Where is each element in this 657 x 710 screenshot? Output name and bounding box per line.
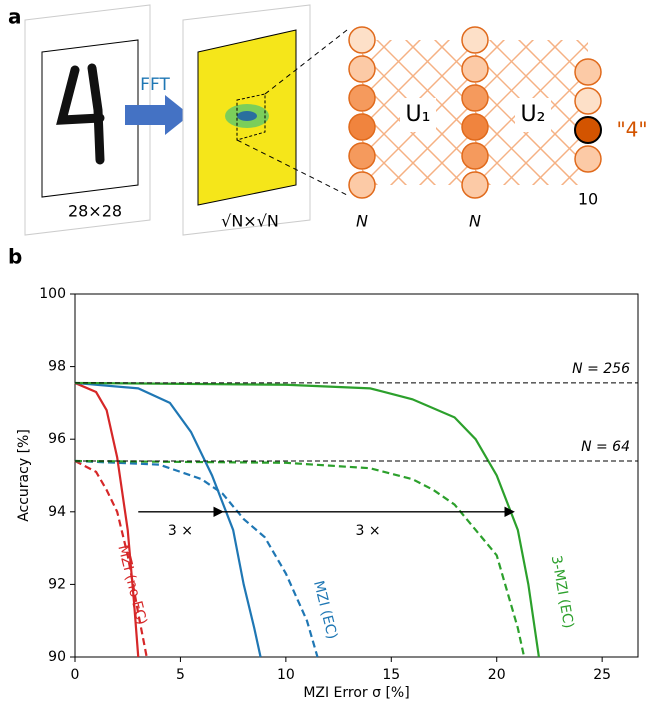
lattice-block [362,0,522,359]
layer-label: N [356,212,368,231]
label-box [400,98,436,132]
y-axis-label: Accuracy [%] [16,429,32,522]
waveguide [475,140,521,185]
neuron [461,142,489,170]
curve [74,460,148,658]
panel-label: b [8,245,22,269]
output-neuron [574,58,602,86]
curve [74,459,319,658]
x-tick-label: 25 [593,667,611,683]
waveguide [362,40,451,128]
lattice-block [475,0,635,359]
curve [74,381,262,658]
waveguide [389,99,475,185]
y-tick-label: 96 [48,431,66,447]
panel-label: a [8,5,22,29]
x-tick-label: 20 [488,667,506,683]
y-tick-label: 92 [48,576,66,592]
waveguide [362,111,437,185]
label-box [515,98,551,132]
curve [74,381,540,658]
annotation-label: 3 × [168,523,193,539]
waveguide [362,169,379,185]
waveguide [362,40,422,99]
neuron [348,142,376,170]
waveguide [362,0,522,40]
x-axis-label: MZI Error σ [%] [303,685,409,701]
annotation-label: 3 × [356,523,381,539]
layer-label: N [469,212,481,231]
curve [74,459,526,658]
reference-label: N = 64 [581,439,630,455]
waveguide [362,140,408,185]
y-tick-label: 100 [39,286,66,302]
mzi-lattice [362,0,635,359]
plot: 0 5 10 15 20 25 90 92 94 96 98 100 MZI Error σ [%] Ac… [16,286,639,701]
y-tick-label: 98 [48,359,66,375]
input-size: 28×28 [68,202,122,221]
fft-arrow [125,95,190,135]
neuron [461,84,489,112]
neuron [348,55,376,83]
network-nodes [348,26,602,199]
layer-label: 10 [578,190,598,209]
neuron [461,55,489,83]
curve [74,381,140,658]
series-label: 3-MZI (EC) [548,554,577,629]
waveguide [362,70,475,185]
neuron [348,113,376,141]
output-label: "4" [616,118,647,142]
neuron [461,26,489,54]
x-tick-label: 10 [277,667,295,683]
waveguide [475,40,564,128]
unitary-label: U₁ [406,102,431,127]
waveguide [475,169,492,185]
plot-area [74,293,639,658]
waveguide [475,40,477,41]
neuron [348,84,376,112]
output-neuron [574,145,602,173]
waveguide [475,41,588,157]
x-tick-label: 15 [382,667,400,683]
waveguide [418,128,475,185]
waveguide [475,199,635,359]
fft-size: √N×√N [221,212,279,231]
unitary-label: U₂ [521,102,546,127]
waveguide [475,0,635,40]
x-tick-label: 5 [176,667,185,683]
waveguide [362,40,393,70]
waveguide [362,41,475,157]
waveguide [531,128,588,185]
waveguide [475,40,506,70]
y-tick-label: 94 [48,504,66,520]
y-tick-label: 90 [48,649,66,665]
waveguide [475,70,588,185]
series-label: MZI (EC) [310,579,340,641]
waveguide [362,199,522,359]
input-image [24,4,151,236]
waveguide [475,111,550,185]
waveguide [362,0,522,69]
neuron [348,171,376,199]
waveguide [502,99,588,185]
waveguide [362,170,522,330]
neuron [348,26,376,54]
x-tick-label: 0 [71,667,80,683]
waveguide [362,40,364,41]
neuron [461,171,489,199]
waveguide [475,0,635,69]
waveguide [475,170,635,330]
output-neuron [574,116,602,144]
waveguide [362,199,522,359]
waveguide [475,40,535,99]
waveguide [475,199,635,359]
output-neuron [574,87,602,115]
fft-label: FFT [140,75,170,95]
neuron [461,113,489,141]
reference-label: N = 256 [572,361,630,377]
fft-image [182,4,348,236]
series-label: MZI (no EC) [114,543,149,626]
